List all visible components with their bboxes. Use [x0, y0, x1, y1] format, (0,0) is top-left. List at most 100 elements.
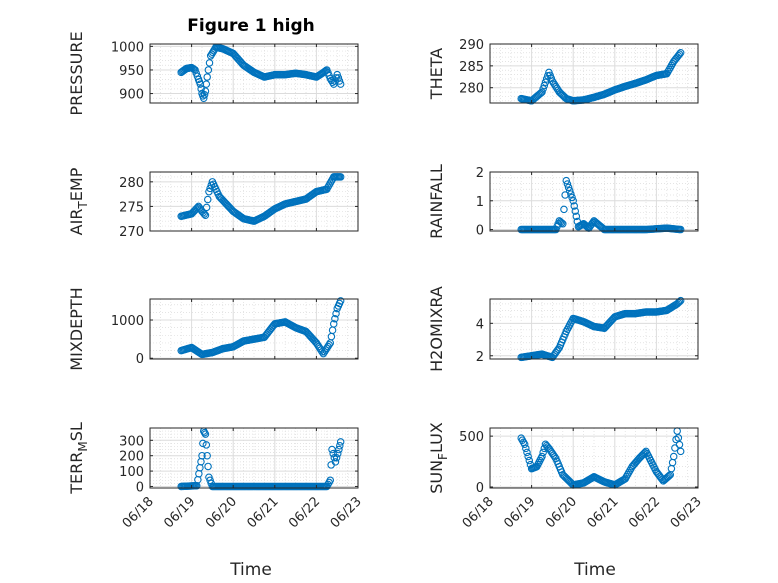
data-point	[557, 219, 566, 227]
subplot-pressure: 900 950 1000 PRESSURE	[67, 31, 359, 116]
data-point	[331, 458, 340, 466]
data-point	[669, 452, 678, 461]
y-axis-label-main: MIXDEPTH	[67, 287, 86, 370]
data-point	[539, 448, 547, 457]
x-tick-label: 06/21	[585, 494, 622, 531]
y-axis-label: PRESSURE	[67, 31, 86, 115]
data-point	[571, 207, 580, 215]
data-point	[568, 193, 576, 202]
axes-box	[149, 43, 359, 104]
data-point	[336, 438, 345, 446]
y-axis-label-suffix: SL	[67, 422, 86, 441]
data-point	[570, 202, 578, 210]
data-point	[556, 218, 565, 226]
data-point	[565, 186, 574, 195]
data-point	[336, 173, 345, 181]
subplot-theta: 280 285 290 THETA	[427, 38, 699, 105]
data-point	[203, 73, 211, 81]
y-axis-label: AIRTEMP	[67, 167, 90, 235]
y-axis-label: RAINFALL	[427, 164, 446, 239]
x-tick-label: 06/21	[245, 494, 282, 531]
y-tick-label: 500	[459, 430, 484, 445]
data-point	[205, 187, 213, 196]
data-point	[205, 59, 214, 67]
data-point	[322, 66, 330, 75]
data-point	[336, 80, 345, 88]
data-point	[538, 88, 546, 96]
x-tick-label: 06/23	[328, 494, 365, 531]
data-point	[201, 430, 210, 438]
data-point	[204, 66, 213, 74]
x-tick-label: 06/22	[286, 494, 323, 531]
data-point	[672, 435, 680, 444]
data-point	[198, 451, 206, 460]
data-point	[564, 183, 573, 192]
x-tick-label: 06/19	[161, 494, 198, 531]
data-point	[675, 440, 684, 449]
data-point	[336, 297, 345, 305]
data-point	[334, 449, 342, 458]
y-tick-label: 4	[476, 317, 484, 332]
y-tick-label: 950	[119, 64, 144, 79]
data-point	[203, 451, 211, 460]
data-point	[522, 444, 530, 453]
data-point	[540, 81, 549, 90]
data-point	[197, 85, 205, 93]
data-point	[562, 176, 571, 185]
axes-box	[489, 298, 699, 360]
data-point	[325, 340, 333, 349]
y-tick-label: 200	[119, 450, 144, 465]
y-axis-label-main: H2OMIXRA	[427, 286, 446, 372]
data-point	[563, 180, 572, 188]
data-point	[524, 452, 532, 461]
data-point	[200, 90, 209, 99]
y-tick-label: 290	[459, 38, 484, 53]
y-axis-label: THETA	[427, 48, 446, 100]
axes-box	[149, 171, 359, 232]
subplot-h2omixra: 2 4 H2OMIXRA	[427, 286, 699, 372]
x-tick-label: 06/23	[668, 494, 705, 531]
data-point	[202, 441, 211, 449]
data-point	[674, 434, 683, 442]
y-axis-label-subscript: F	[436, 453, 450, 460]
data-point	[567, 190, 575, 198]
axes-box	[489, 171, 699, 232]
data-point	[333, 70, 341, 79]
data-point	[639, 450, 648, 458]
data-point	[523, 448, 531, 457]
figure-title: Figure 1 high	[187, 16, 315, 36]
data-point	[560, 205, 568, 214]
y-tick-label: 900	[119, 88, 144, 103]
y-axis-label-suffix: EMP	[67, 167, 86, 201]
series-markers	[177, 427, 345, 491]
y-tick-label: 100	[119, 465, 144, 480]
y-tick-label: 0	[476, 224, 484, 239]
axes-box	[149, 298, 359, 360]
x-tick-label: 06/18	[120, 494, 157, 531]
y-tick-label: 280	[119, 176, 144, 191]
y-tick-label: 300	[119, 434, 144, 449]
x-tick-label: 06/19	[501, 494, 538, 531]
data-point	[676, 296, 685, 305]
data-point	[332, 453, 341, 462]
y-tick-label: 1000	[111, 314, 144, 329]
data-point	[554, 345, 562, 354]
data-point	[569, 197, 577, 205]
data-point	[676, 225, 685, 234]
y-tick-label: 280	[459, 82, 484, 97]
axes-box	[149, 427, 359, 489]
data-point	[332, 309, 340, 318]
data-point	[520, 440, 529, 449]
y-tick-label: 285	[459, 60, 484, 75]
data-point	[335, 445, 343, 454]
x-axis-label-left: Time	[229, 560, 272, 580]
x-axis-label-right: Time	[573, 560, 616, 580]
data-point	[572, 212, 581, 221]
subplot-mixdepth: 0 1000 MIXDEPTH	[67, 287, 359, 371]
y-axis-label-subscript: T	[76, 201, 90, 210]
y-axis-label: SUNFLUX	[427, 422, 450, 494]
data-point	[664, 473, 672, 481]
data-point	[559, 220, 567, 228]
